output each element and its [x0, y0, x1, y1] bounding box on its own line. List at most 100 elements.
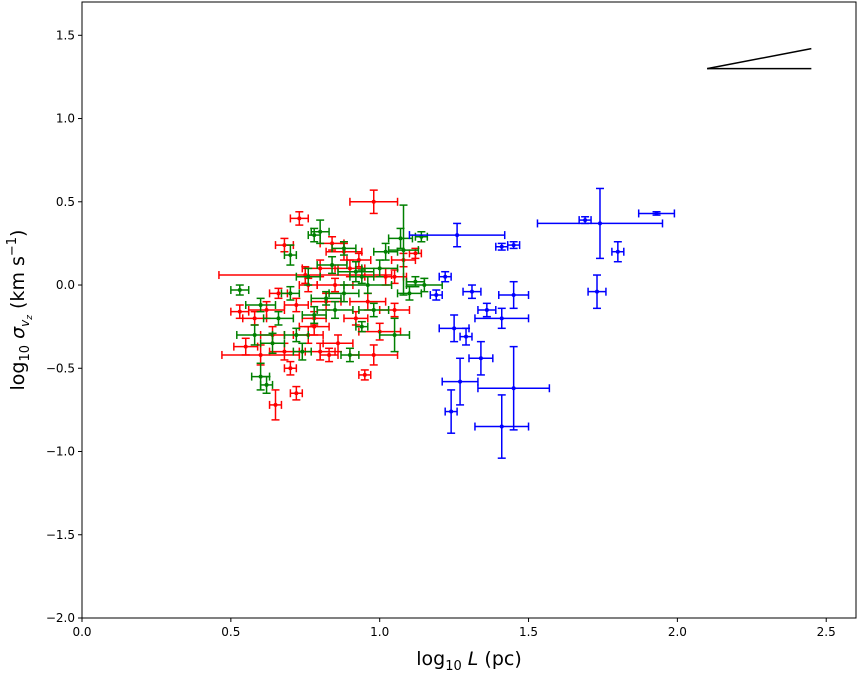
marker — [398, 236, 403, 241]
x-tick-label: 0.5 — [221, 625, 240, 639]
marker — [294, 391, 299, 396]
data-point — [358, 369, 372, 381]
marker — [353, 316, 358, 321]
marker — [288, 291, 293, 296]
series-2 — [408, 187, 676, 459]
marker — [583, 218, 588, 223]
data-point — [387, 204, 420, 296]
marker — [264, 308, 269, 312]
marker — [392, 308, 397, 312]
marker — [276, 291, 281, 296]
data-point — [337, 260, 375, 283]
marker — [413, 279, 418, 284]
marker — [336, 341, 341, 346]
data-layer — [218, 187, 676, 459]
marker — [347, 352, 352, 357]
marker — [595, 289, 600, 294]
marker — [330, 241, 335, 246]
marker — [353, 269, 358, 274]
marker — [469, 289, 474, 294]
data-point — [474, 307, 530, 330]
marker — [499, 244, 504, 249]
marker — [484, 308, 489, 312]
marker — [458, 379, 463, 384]
data-point — [301, 305, 327, 325]
data-point — [429, 289, 443, 301]
marker — [455, 233, 460, 238]
marker — [294, 332, 299, 337]
x-axis: 0.0 0.5 1.0 1.5 2.0 2.5 — [72, 618, 836, 639]
data-point — [295, 267, 321, 286]
data-point — [340, 347, 360, 363]
marker — [449, 409, 454, 414]
data-point — [310, 290, 342, 306]
marker — [365, 283, 370, 288]
marker — [511, 243, 516, 248]
data-point — [637, 209, 676, 218]
marker — [318, 266, 323, 271]
marker — [511, 293, 516, 298]
marker — [359, 274, 364, 279]
marker — [371, 199, 376, 204]
data-point — [462, 284, 482, 300]
marker — [341, 246, 346, 251]
data-point — [459, 327, 473, 346]
data-point — [244, 297, 277, 313]
data-point — [289, 385, 304, 401]
marker — [276, 316, 281, 321]
data-point — [283, 244, 298, 266]
x-tick-label: 2.0 — [668, 625, 687, 639]
marker — [282, 349, 287, 354]
data-point — [498, 280, 530, 310]
marker — [654, 211, 659, 216]
data-point — [349, 189, 399, 215]
marker — [327, 352, 332, 357]
y-axis: −2.0 −1.5 −1.0 −0.5 0.0 0.5 1.0 1.5 — [46, 28, 82, 625]
slope-guide — [707, 47, 812, 70]
marker — [297, 216, 302, 221]
data-point — [316, 300, 354, 320]
marker — [452, 326, 457, 331]
data-point — [343, 275, 393, 295]
data-point — [280, 285, 301, 301]
marker — [288, 366, 293, 371]
data-point — [408, 222, 506, 248]
marker — [252, 332, 257, 337]
marker — [258, 352, 263, 357]
data-point — [259, 375, 274, 394]
marker — [499, 424, 504, 429]
data-point — [587, 274, 607, 310]
data-point — [396, 285, 423, 301]
marker — [401, 248, 406, 253]
x-tick-label: 0.0 — [72, 625, 91, 639]
data-point — [262, 310, 295, 326]
y-tick-label: −1.0 — [46, 445, 75, 459]
y-tick-label: 1.5 — [56, 28, 75, 42]
data-point — [319, 347, 339, 363]
data-point — [349, 269, 375, 285]
data-point — [283, 297, 309, 313]
marker — [252, 316, 257, 321]
y-tick-label: −1.5 — [46, 528, 75, 542]
marker — [258, 374, 263, 379]
data-point — [378, 317, 411, 353]
marker — [347, 266, 352, 271]
marker — [300, 349, 305, 354]
data-point — [331, 240, 357, 256]
data-point — [468, 340, 494, 376]
data-point — [444, 389, 458, 434]
slope-guide-slope — [707, 47, 812, 70]
marker — [359, 324, 364, 329]
data-point — [441, 357, 479, 406]
data-point — [477, 302, 497, 318]
data-point — [230, 304, 250, 320]
data-point — [289, 211, 309, 226]
marker — [392, 332, 397, 337]
y-tick-label: 0.5 — [56, 195, 75, 209]
data-point — [316, 255, 348, 275]
data-point — [477, 345, 551, 431]
marker — [294, 303, 299, 308]
marker — [237, 309, 242, 314]
data-point — [474, 394, 530, 459]
